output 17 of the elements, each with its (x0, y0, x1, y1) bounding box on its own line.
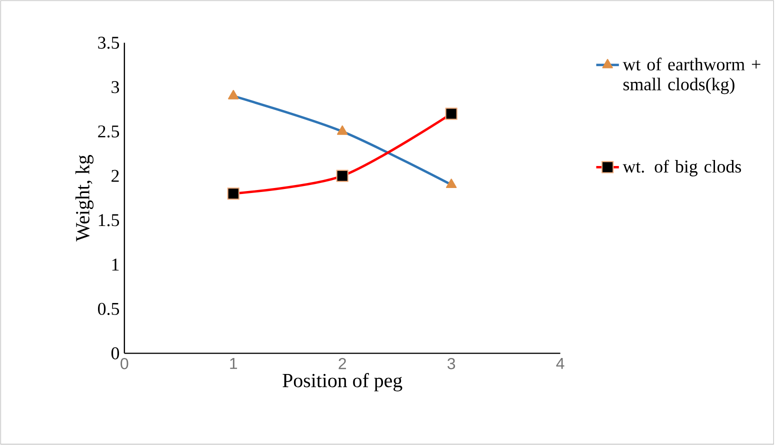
x-tick-label: 3 (447, 358, 456, 370)
y-tick-label: 1 (112, 258, 119, 271)
y-tick-label: 0 (111, 347, 120, 360)
legend-label: wt of earthworm + small clods(kg) (622, 58, 760, 94)
x-tick-label: 4 (556, 358, 564, 370)
legend-label: wt. of big clods (622, 160, 742, 176)
x-tick-label: 0 (120, 358, 128, 370)
y-tick-label: 0.5 (98, 302, 120, 316)
y-tick-label: 2 (112, 170, 119, 182)
x-axis-title: Position of peg (282, 373, 402, 392)
y-tick-label: 2.5 (98, 126, 120, 138)
y-tick-label: 3 (112, 81, 120, 94)
y-tick-label: 1.5 (98, 214, 120, 226)
y-tick-label: 3.5 (98, 36, 120, 49)
y-axis-title: Weight, kg (75, 155, 94, 242)
x-tick-label: 2 (338, 358, 346, 370)
x-tick-label: 1 (230, 358, 238, 370)
